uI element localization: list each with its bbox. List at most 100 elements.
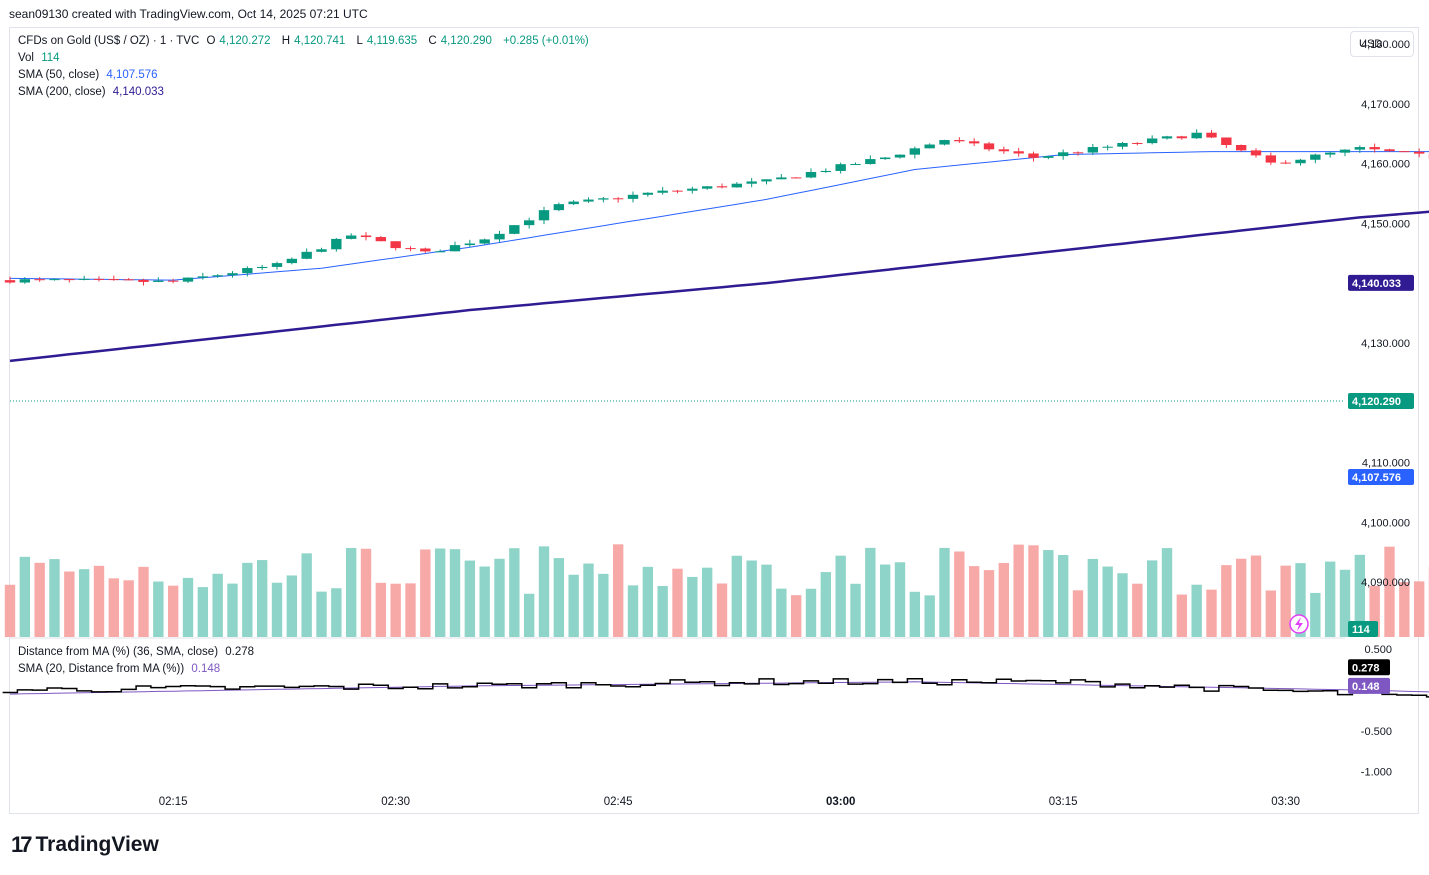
lightning-icon[interactable] — [1289, 614, 1309, 634]
volume-bar — [123, 580, 134, 637]
candle-body — [4, 280, 16, 283]
volume-bar — [375, 582, 387, 637]
candle-body — [598, 198, 609, 200]
legend-volume[interactable]: Vol 114 — [18, 52, 64, 64]
legend-dist-sma-label: SMA (20, Distance from MA (%)) — [18, 663, 185, 675]
candle-body — [494, 233, 505, 240]
dist-line — [2, 677, 1429, 698]
candle-body — [19, 279, 31, 283]
volume-bar — [64, 571, 75, 637]
price-tick-label: 4,170.000 — [1361, 99, 1410, 111]
legend-open-label: O — [206, 35, 216, 47]
volume-bar — [301, 553, 312, 637]
currency-button[interactable]: USD — [1350, 31, 1414, 57]
price-tick-label: 4,110.000 — [1362, 458, 1410, 470]
candle-body — [1161, 136, 1173, 139]
volume-bar — [479, 566, 490, 637]
legend-main: CFDs on Gold (US$ / OZ) · 1 · TVC O 4,120… — [18, 35, 593, 47]
volume-bar — [894, 562, 906, 637]
candle-body — [642, 192, 654, 195]
legend-symbol[interactable]: CFDs on Gold (US$ / OZ) · 1 · TVC — [18, 35, 200, 47]
legend-change: +0.285 (+0.01%) — [503, 35, 589, 47]
candle-body — [1310, 154, 1321, 160]
volume-bar — [153, 581, 164, 637]
last-price-badge: 4,120.290 — [1348, 392, 1414, 409]
volume-bar — [1057, 555, 1069, 637]
volume-bar — [909, 591, 921, 637]
volume-bar — [1117, 573, 1128, 637]
candle-body — [879, 157, 891, 160]
legend-sma50-value: 4,107.576 — [106, 69, 158, 81]
svg-text:0.148: 0.148 — [1352, 681, 1380, 693]
volume-bar — [1146, 560, 1158, 637]
legend-sma200-value: 4,140.033 — [112, 86, 164, 98]
volume-bar — [1176, 594, 1188, 637]
candle-body — [360, 235, 372, 238]
volume-bar — [939, 547, 950, 637]
volume-bar — [879, 564, 891, 637]
candle-body — [1132, 142, 1143, 144]
time-tick-label: 02:45 — [604, 796, 633, 808]
volume-bar — [78, 569, 90, 637]
legend-high: 4,120.741 — [294, 35, 346, 47]
svg-text:114: 114 — [1352, 624, 1371, 636]
price-tick-label: 4,160.000 — [1361, 159, 1410, 171]
volume-bar — [538, 546, 550, 637]
candle-body — [1221, 137, 1232, 146]
volume-bar — [865, 547, 876, 637]
candle-body — [108, 279, 120, 281]
candle-body — [1413, 151, 1425, 154]
candle-body — [805, 172, 817, 178]
candle-body — [1235, 145, 1247, 151]
volume-bars — [4, 544, 1429, 637]
candle-body — [1176, 136, 1188, 139]
legend-sma200[interactable]: SMA (200, close) 4,140.033 — [18, 86, 168, 98]
volume-bar — [701, 567, 713, 637]
volume-bar — [1354, 554, 1366, 637]
attribution-text: sean09130 created with TradingView.com, … — [9, 7, 368, 21]
candle-body — [761, 179, 772, 182]
volume-bar — [256, 560, 268, 637]
dist-sma-badge: 0.148 — [1348, 677, 1390, 694]
volume-bar — [1369, 585, 1380, 637]
sma50-line — [9, 151, 1429, 281]
candle-body — [716, 186, 728, 188]
candle-body — [256, 266, 268, 269]
price-tick-label: 4,180.000 — [1361, 39, 1410, 51]
candle-body — [701, 186, 713, 189]
volume-bar — [776, 588, 787, 637]
candle-body — [687, 188, 698, 191]
candle-body — [34, 279, 45, 281]
candle-body — [790, 177, 802, 179]
volume-bar — [1280, 565, 1291, 637]
candle-body — [286, 258, 298, 264]
candle-body — [331, 238, 342, 250]
time-tick-label: 03:00 — [826, 796, 855, 808]
volume-bar — [167, 585, 179, 637]
legend-dist[interactable]: Distance from MA (%) (36, SMA, close) 0.… — [18, 646, 258, 658]
tradingview-logo[interactable]: 17 TradingView — [11, 832, 159, 858]
legend-dist-value: 0.278 — [225, 646, 255, 658]
candle-body — [1384, 149, 1395, 152]
legend-high-label: H — [281, 35, 291, 47]
legend-sma200-label: SMA (200, close) — [18, 86, 106, 98]
candle-body — [1206, 132, 1217, 138]
tradingview-logo-text: TradingView — [35, 833, 159, 856]
candle-body — [1280, 162, 1291, 164]
legend-dist-sma[interactable]: SMA (20, Distance from MA (%)) 0.148 — [18, 663, 224, 675]
volume-bar — [509, 548, 520, 637]
candle-body — [894, 154, 906, 158]
legend-sma50[interactable]: SMA (50, close) 4,107.576 — [18, 69, 162, 81]
volume-bar — [598, 573, 609, 637]
candle-body — [553, 204, 565, 211]
volume-bar — [687, 576, 698, 637]
candle-body — [64, 279, 75, 281]
volume-bar — [583, 563, 594, 637]
candle-body — [271, 263, 283, 267]
candle-body — [954, 140, 965, 142]
volume-bar — [983, 570, 995, 637]
candle-body — [835, 164, 846, 171]
candle-body — [390, 241, 401, 249]
svg-text:4,107.576: 4,107.576 — [1352, 472, 1401, 484]
